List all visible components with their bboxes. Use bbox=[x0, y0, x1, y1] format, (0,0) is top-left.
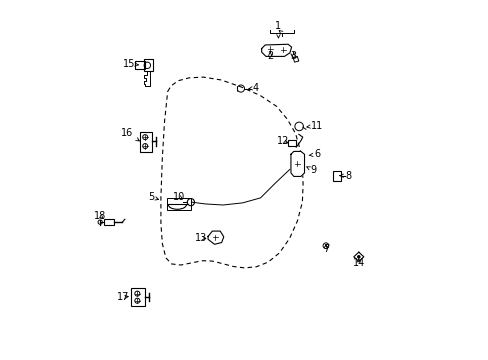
Bar bbox=[140, 132, 151, 153]
Text: 7: 7 bbox=[322, 244, 328, 253]
Text: 13: 13 bbox=[194, 233, 206, 243]
Text: 6: 6 bbox=[308, 149, 320, 159]
Polygon shape bbox=[353, 252, 363, 261]
Polygon shape bbox=[207, 231, 224, 244]
Bar bbox=[166, 198, 190, 210]
Text: 9: 9 bbox=[306, 165, 316, 175]
Polygon shape bbox=[261, 44, 291, 57]
Text: 3: 3 bbox=[290, 51, 296, 61]
Bar bbox=[131, 288, 144, 306]
Text: 14: 14 bbox=[352, 258, 364, 268]
Text: 10: 10 bbox=[173, 192, 185, 202]
Bar bbox=[104, 219, 114, 225]
Bar bbox=[332, 171, 340, 181]
Text: 16: 16 bbox=[120, 128, 139, 141]
Bar bbox=[143, 59, 153, 71]
Bar bbox=[135, 62, 144, 69]
Text: 17: 17 bbox=[117, 292, 129, 302]
Text: 5: 5 bbox=[147, 192, 158, 202]
Bar bbox=[287, 140, 295, 147]
Text: 12: 12 bbox=[276, 136, 289, 147]
Polygon shape bbox=[290, 152, 304, 176]
Circle shape bbox=[356, 255, 360, 258]
Text: 2: 2 bbox=[266, 51, 273, 61]
Text: 18: 18 bbox=[94, 211, 106, 221]
Text: 15: 15 bbox=[123, 59, 138, 69]
Text: 1: 1 bbox=[275, 21, 281, 38]
Text: 8: 8 bbox=[339, 171, 351, 181]
Text: 4: 4 bbox=[248, 83, 258, 93]
Text: 11: 11 bbox=[306, 121, 322, 131]
